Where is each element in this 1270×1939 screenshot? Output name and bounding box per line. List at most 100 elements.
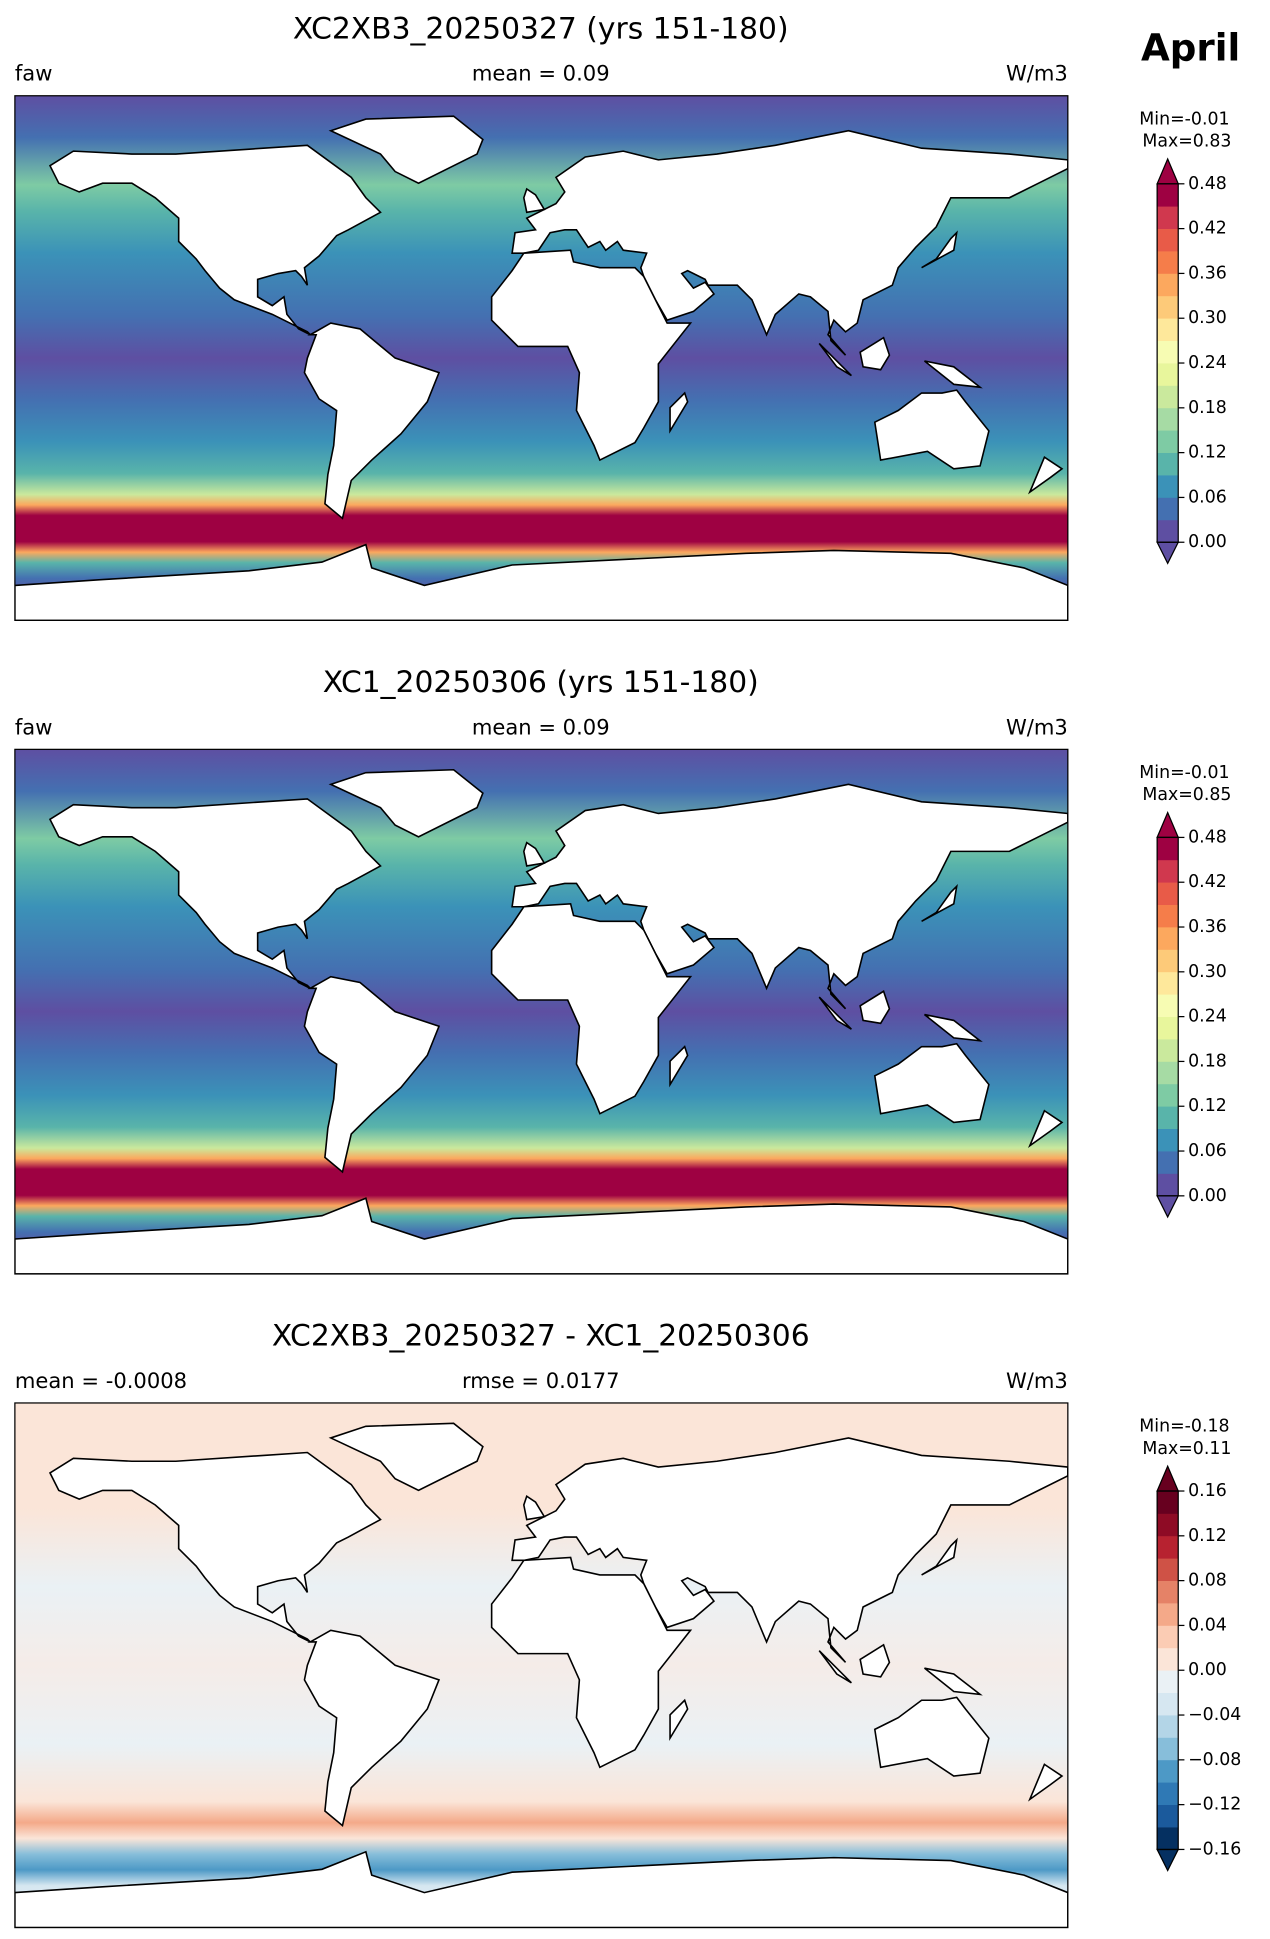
colorbar-segment xyxy=(1157,273,1179,297)
colorbar-segment xyxy=(1157,1625,1179,1649)
colorbar-segment xyxy=(1157,497,1179,521)
colorbar-tick-label: 0.48 xyxy=(1188,174,1227,194)
colorbar-segment xyxy=(1157,1670,1179,1694)
colorbar-tick-label: 0.24 xyxy=(1188,1007,1227,1027)
colorbar-segment xyxy=(1157,1083,1179,1107)
colorbar-segment xyxy=(1157,1647,1179,1671)
colorbar-segment xyxy=(1157,949,1179,973)
colorbar-tick-label: −0.08 xyxy=(1188,1750,1241,1770)
colorbar-segment xyxy=(1157,251,1179,274)
map xyxy=(14,749,1068,1274)
center-label: mean = 0.09 xyxy=(472,714,610,739)
units-label: W/m3 xyxy=(1006,714,1068,739)
colorbar-extend-max xyxy=(1156,1464,1180,1492)
colorbar-segment xyxy=(1157,927,1179,950)
colorbar-extend-min xyxy=(1156,1195,1180,1219)
map-frame xyxy=(14,1402,1069,1929)
colorbar-segment xyxy=(1157,1782,1179,1806)
colorbar-tick-label: 0.42 xyxy=(1188,872,1227,892)
colorbar-tick-label: −0.16 xyxy=(1188,1839,1241,1859)
colorbar-tick-label: 0.00 xyxy=(1188,1186,1227,1206)
left-label: mean = -0.0008 xyxy=(15,1368,187,1393)
map-frame xyxy=(14,95,1069,621)
colorbar-segment xyxy=(1157,318,1179,341)
colorbar-segment xyxy=(1157,407,1179,431)
colorbar-segment xyxy=(1157,1106,1179,1130)
min-label: Min=-0.18 xyxy=(1139,1417,1229,1437)
units-label: W/m3 xyxy=(1006,1368,1068,1393)
colorbar-tick-label: 0.00 xyxy=(1188,1660,1227,1680)
colorbar-segment xyxy=(1157,1827,1179,1850)
colorbar-segment xyxy=(1157,1061,1179,1085)
colorbar-tick-label: −0.12 xyxy=(1188,1795,1241,1815)
colorbar-segment xyxy=(1157,363,1179,386)
center-label: rmse = 0.0177 xyxy=(462,1368,620,1393)
colorbar-segment xyxy=(1157,1016,1179,1040)
colorbar-tick-label: 0.30 xyxy=(1188,962,1227,982)
colorbar-tick-label: 0.12 xyxy=(1188,443,1227,463)
colorbar-segment xyxy=(1157,1804,1179,1828)
colorbar-segment xyxy=(1157,837,1179,861)
colorbar-segment xyxy=(1157,1039,1179,1062)
colorbar-segment xyxy=(1157,430,1179,454)
colorbar-tick-label: 0.06 xyxy=(1188,487,1227,507)
colorbar-segment xyxy=(1157,904,1179,928)
colorbar-tick-label: 0.12 xyxy=(1188,1526,1227,1546)
min-label: Min=-0.01 xyxy=(1139,763,1229,783)
colorbar-tick-label: 0.42 xyxy=(1188,219,1227,239)
colorbar-segment xyxy=(1157,1759,1179,1783)
panel-title: XC2XB3_20250327 (yrs 151-180) xyxy=(293,12,789,47)
colorbar-tick-label: −0.04 xyxy=(1188,1705,1241,1725)
colorbar-segment xyxy=(1157,475,1179,498)
colorbar-segment xyxy=(1157,994,1179,1018)
left-label: faw xyxy=(15,714,53,739)
colorbar-segment xyxy=(1157,228,1179,252)
colorbar-segment xyxy=(1157,1513,1179,1537)
colorbar-segment xyxy=(1157,1580,1179,1604)
colorbar-segment xyxy=(1157,971,1179,995)
min-label: Min=-0.01 xyxy=(1139,109,1229,129)
colorbar-tick-label: 0.18 xyxy=(1188,1051,1227,1071)
colorbar-tick-label: 0.24 xyxy=(1188,353,1227,373)
colorbar-segment xyxy=(1157,206,1179,229)
map xyxy=(14,95,1068,621)
colorbar-segment xyxy=(1157,859,1179,883)
colorbar-extend-min xyxy=(1156,1848,1180,1872)
colorbar-segment xyxy=(1157,1603,1179,1626)
colorbar-tick-label: 0.06 xyxy=(1188,1141,1227,1161)
map-frame xyxy=(14,748,1069,1275)
colorbar-extend-min xyxy=(1156,541,1180,565)
colorbar-segment xyxy=(1157,882,1179,905)
panel-title: XC2XB3_20250327 - XC1_20250306 xyxy=(272,1319,810,1354)
colorbar-segment xyxy=(1157,1151,1179,1174)
left-label: faw xyxy=(15,61,53,86)
month-label: April xyxy=(1141,25,1240,69)
colorbar-segment xyxy=(1157,452,1179,476)
colorbar-segment xyxy=(1157,1737,1179,1761)
center-label: mean = 0.09 xyxy=(472,61,610,86)
colorbar-tick-label: 0.48 xyxy=(1188,827,1227,847)
colorbar-extend-max xyxy=(1156,157,1180,185)
colorbar-segment xyxy=(1157,295,1179,319)
map xyxy=(14,1402,1068,1928)
colorbar-segment xyxy=(1157,1535,1179,1559)
colorbar-tick-label: 0.36 xyxy=(1188,263,1227,283)
colorbar-segment xyxy=(1157,340,1179,364)
colorbar-segment xyxy=(1157,1491,1179,1514)
units-label: W/m3 xyxy=(1006,61,1068,86)
max-label: Max=0.83 xyxy=(1142,132,1231,152)
colorbar-segment xyxy=(1157,1558,1179,1581)
colorbar-tick-label: 0.12 xyxy=(1188,1096,1227,1116)
panel-title: XC1_20250306 (yrs 151-180) xyxy=(323,665,759,700)
colorbar-tick-label: 0.36 xyxy=(1188,917,1227,937)
colorbar-tick-label: 0.16 xyxy=(1188,1481,1227,1501)
colorbar-tick-label: 0.18 xyxy=(1188,398,1227,418)
colorbar-tick-label: 0.00 xyxy=(1188,532,1227,552)
colorbar-segment xyxy=(1157,1128,1179,1152)
max-label: Max=0.85 xyxy=(1142,785,1231,805)
colorbar-segment xyxy=(1157,1692,1179,1716)
colorbar-tick-label: 0.30 xyxy=(1188,308,1227,328)
colorbar-segment xyxy=(1157,1715,1179,1738)
max-label: Max=0.11 xyxy=(1142,1439,1231,1459)
